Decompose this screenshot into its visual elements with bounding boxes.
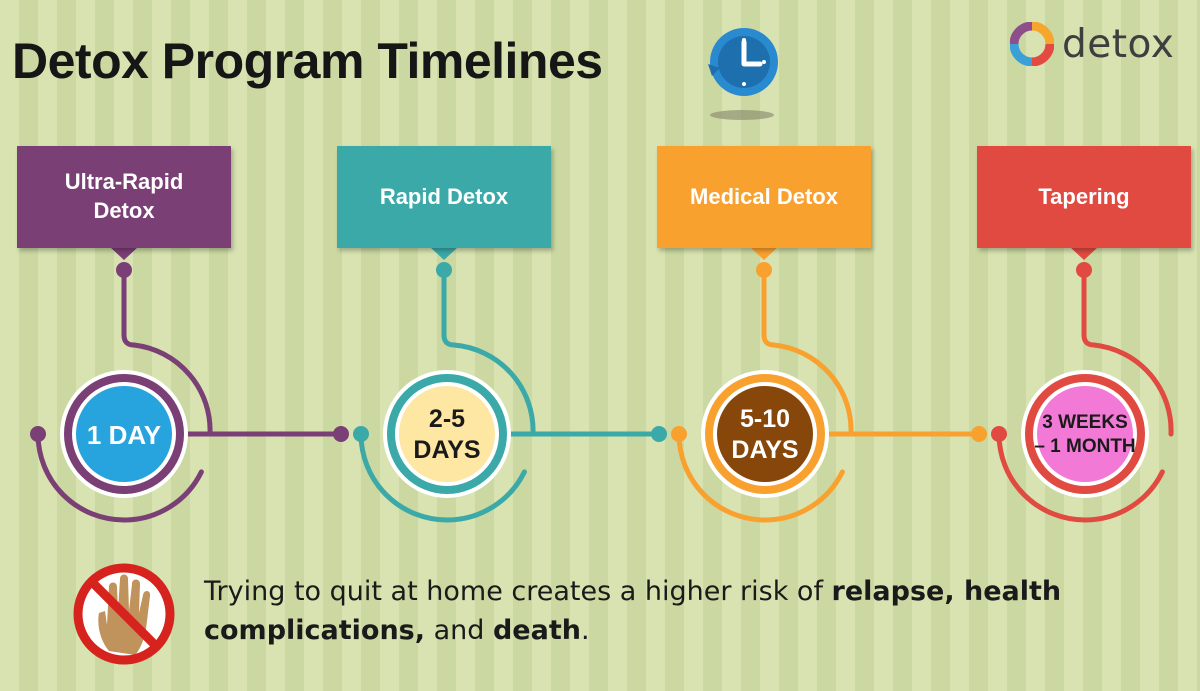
stage-lower-arc [35,431,204,523]
warning-text-3: . [580,615,590,647]
stage-duration-circle [717,386,813,482]
stage-left-dot [30,426,46,442]
stage-label: Rapid Detox [379,183,509,209]
stage-left-dot [671,426,687,442]
stage-connector-dot [756,262,772,278]
warning-text-1: Trying to quit at home creates a higher … [204,576,832,607]
timeline-diagram [30,247,1174,523]
warning-bold-death: death [492,615,581,647]
page-title: Detox Program Timelines [12,32,603,90]
stage-connector-line [441,267,536,437]
clock-icon [708,28,778,120]
logo-text: detox [1062,21,1175,67]
stage-connector-dot [1076,262,1092,278]
brand-logo: detox [1010,22,1174,66]
stage-connector-line [121,267,213,437]
stage-link-dot [971,426,987,442]
warning-text-2: and [425,615,493,647]
stage-box-medical-detox: Medical Detox [657,146,871,248]
stage-label: Tapering [1038,183,1130,209]
stage-link-dot [651,426,667,442]
stage-link-dot [333,426,349,442]
duration-label-3-weeks-1-month: 3 WEEKS – 1 MONTH [1034,412,1136,457]
stage-box-tapering: Tapering [977,146,1191,248]
stage-lower-arc [676,431,845,523]
stage-box-ultra-rapid-detox: Ultra-Rapid Detox [17,146,231,248]
stage-connector-dot [116,262,132,278]
stop-hand-icon [73,563,175,665]
logo-ring-icon [1010,22,1054,66]
warning-message: Trying to quit at home creates a higher … [204,572,1134,650]
duration-label-2-5-days: 2-5 DAYS [413,404,481,464]
stage-lower-arc [996,431,1165,523]
stage-connector-dot [436,262,452,278]
duration-label-1-day: 1 DAY [86,419,162,450]
stage-box-pointer [750,247,778,260]
stage-connector-line [1081,267,1174,437]
stage-duration-circle [76,386,172,482]
warning-bold-risks: relapse, health complications, [204,576,1062,647]
stage-box-pointer [430,247,458,260]
stage-connector-line [761,267,854,437]
stage-lower-arc [358,431,527,523]
stage-left-dot [991,426,1007,442]
stage-label: Medical Detox [690,183,838,209]
stage-box-pointer [1070,247,1098,260]
title-part-1: Detox Program [12,33,364,89]
title-part-2: Timelines [377,33,603,89]
stage-box-pointer [110,247,138,260]
stage-box-rapid-detox: Rapid Detox [337,146,551,248]
duration-label-5-10-days: 5-10 DAYS [731,404,799,464]
stage-left-dot [353,426,369,442]
stage-label: Ultra-Rapid Detox [64,169,184,223]
stage-duration-circle [1037,386,1133,482]
stage-duration-circle [399,386,495,482]
